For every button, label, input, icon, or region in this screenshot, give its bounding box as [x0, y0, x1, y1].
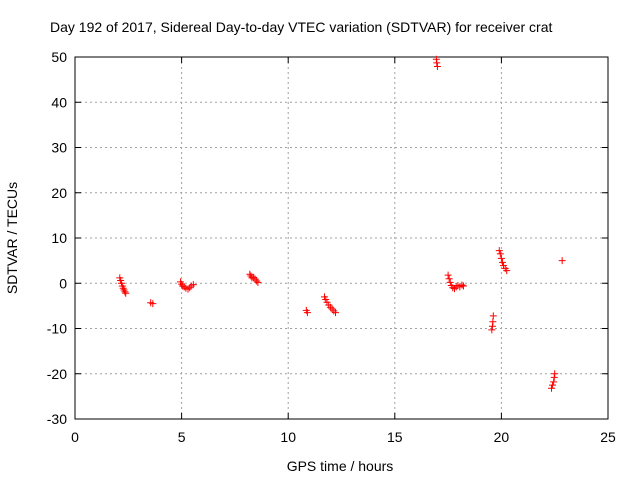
data-points [116, 55, 566, 392]
axis-ticks [74, 56, 609, 420]
data-point [326, 303, 334, 311]
data-point [489, 312, 497, 320]
x-tick-label: 15 [387, 429, 403, 445]
grid-lines [75, 57, 608, 419]
data-point [184, 285, 192, 293]
data-point [303, 309, 311, 317]
data-point [488, 326, 496, 334]
data-point [253, 277, 261, 285]
data-point [246, 270, 254, 278]
data-point [119, 284, 127, 292]
y-tick-label: -10 [47, 321, 67, 337]
y-tick-label: 30 [51, 140, 67, 156]
x-tick-label: 5 [178, 429, 186, 445]
data-point [121, 288, 129, 296]
data-point [186, 284, 194, 292]
y-tick-labels: -30 -20 -10 0 10 20 30 40 50 [47, 49, 67, 427]
data-point [149, 300, 157, 308]
data-point [450, 285, 458, 293]
data-point [250, 273, 258, 281]
data-point [328, 305, 336, 313]
y-tick-label: 0 [59, 275, 67, 291]
data-point [120, 286, 128, 294]
y-tick-label: 40 [51, 94, 67, 110]
data-point [330, 307, 338, 315]
y-axis-title: SDTVAR / TECUs [4, 182, 20, 294]
y-tick-label: 50 [51, 49, 67, 65]
data-point [495, 247, 503, 255]
data-point [180, 283, 188, 291]
data-point [503, 267, 511, 275]
x-tick-label: 20 [494, 429, 510, 445]
x-axis-title: GPS time / hours [287, 458, 394, 474]
data-point [433, 63, 441, 71]
data-point [548, 384, 556, 392]
data-point [446, 278, 454, 286]
data-point [458, 281, 466, 289]
data-point [332, 309, 340, 317]
data-point [551, 370, 559, 378]
data-point [449, 284, 457, 292]
data-point [433, 59, 441, 67]
x-tick-labels: 0 5 10 15 20 25 [71, 429, 616, 445]
data-point [122, 289, 130, 297]
data-point [550, 378, 558, 386]
data-point [558, 257, 566, 265]
data-point [497, 254, 505, 262]
data-point [459, 282, 467, 290]
data-point [489, 318, 497, 326]
data-point [549, 381, 557, 389]
data-point [189, 281, 197, 289]
chart-title: Day 192 of 2017, Sidereal Day-to-day VTE… [50, 19, 552, 35]
data-point [445, 275, 453, 283]
data-point [444, 271, 452, 279]
y-tick-label: 20 [51, 185, 67, 201]
x-tick-label: 25 [600, 429, 616, 445]
data-point [254, 278, 262, 286]
y-tick-label: 10 [51, 230, 67, 246]
y-tick-label: -30 [47, 411, 67, 427]
data-point [498, 258, 506, 266]
x-tick-label: 0 [71, 429, 79, 445]
y-tick-label: -20 [47, 366, 67, 382]
x-tick-label: 10 [280, 429, 296, 445]
data-point [496, 250, 504, 258]
